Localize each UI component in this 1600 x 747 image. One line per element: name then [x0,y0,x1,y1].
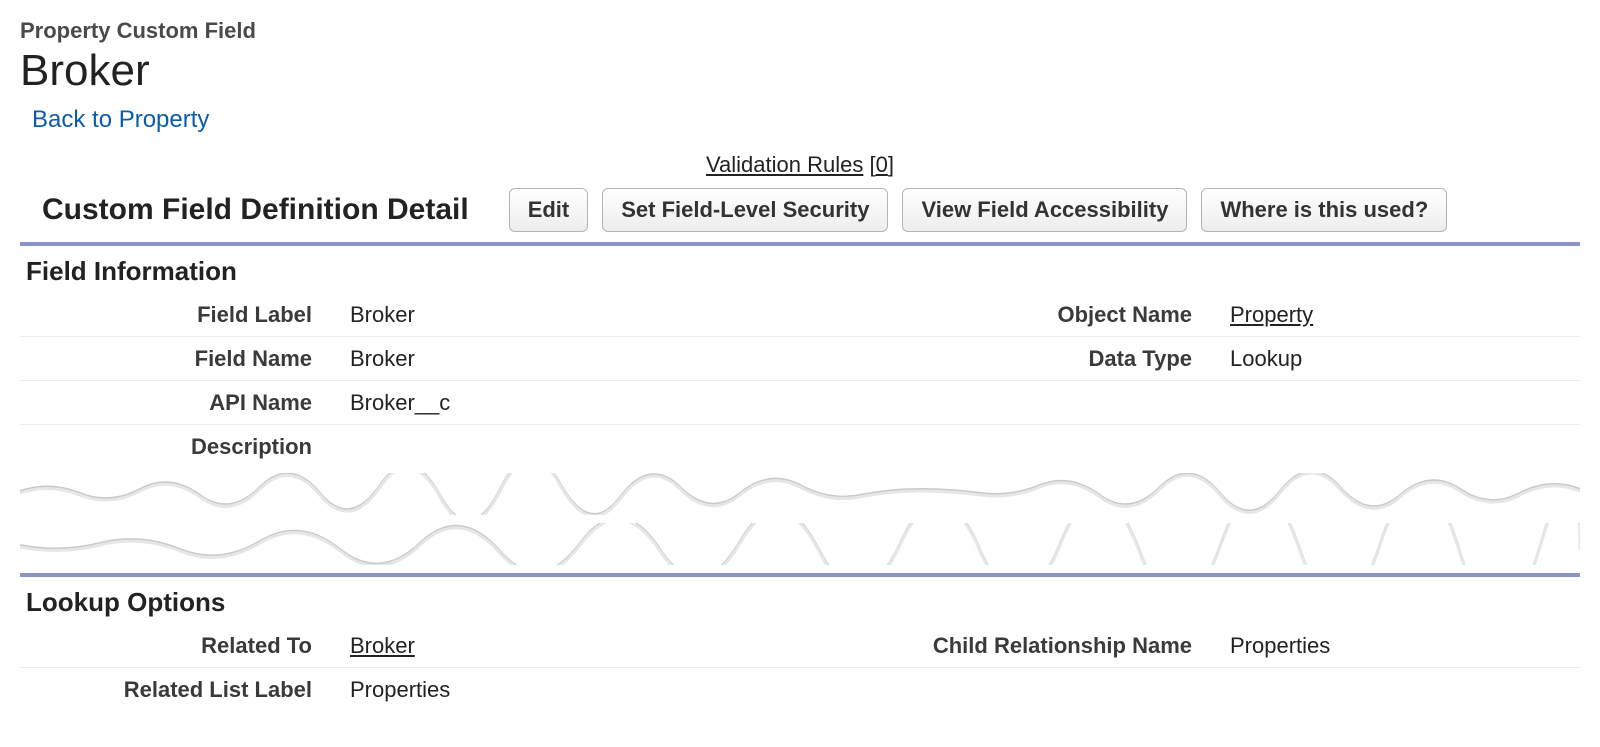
bracket-close: ] [888,152,894,177]
value-data-type: Lookup [1220,346,1580,372]
related-to-link[interactable]: Broker [350,633,415,658]
label-child-relationship-name: Child Relationship Name [900,633,1220,659]
value-api-name: Broker__c [340,390,900,416]
torn-edge-bottom [20,523,1580,565]
related-list-shortcuts: Validation Rules [0] [20,152,1580,178]
detail-heading: Custom Field Definition Detail [42,193,469,227]
value-child-relationship-name: Properties [1220,633,1580,659]
back-to-property-link[interactable]: Back to Property [32,106,209,134]
label-description: Description [20,434,340,460]
field-information-table: Field Label Broker Object Name Property … [20,293,1580,469]
page-subtitle: Property Custom Field [20,18,1580,44]
label-related-list-label: Related List Label [20,677,340,703]
table-row: API Name Broker__c [20,381,1580,425]
validation-rules-link[interactable]: Validation Rules [706,152,863,177]
torn-edge-top [20,473,1580,515]
table-row: Related To Broker Child Relationship Nam… [20,624,1580,668]
table-row: Related List Label Properties [20,668,1580,712]
label-related-to: Related To [20,633,340,659]
object-name-link[interactable]: Property [1230,302,1313,327]
set-field-level-security-button[interactable]: Set Field-Level Security [602,188,888,232]
lookup-options-table: Related To Broker Child Relationship Nam… [20,624,1580,712]
view-field-accessibility-button[interactable]: View Field Accessibility [902,188,1187,232]
table-row: Field Label Broker Object Name Property [20,293,1580,337]
edit-button[interactable]: Edit [509,188,589,232]
value-field-label: Broker [340,302,900,328]
label-field-label: Field Label [20,302,340,328]
button-row: Edit Set Field-Level Security View Field… [509,188,1448,232]
validation-rules-count[interactable]: 0 [876,152,888,177]
value-field-name: Broker [340,346,900,372]
lookup-options-title: Lookup Options [20,577,1580,624]
label-data-type: Data Type [900,346,1220,372]
label-object-name: Object Name [900,302,1220,328]
page-title: Broker [20,46,1580,96]
field-information-title: Field Information [20,246,1580,293]
where-is-this-used-button[interactable]: Where is this used? [1201,188,1447,232]
label-field-name: Field Name [20,346,340,372]
table-row: Field Name Broker Data Type Lookup [20,337,1580,381]
label-api-name: API Name [20,390,340,416]
value-related-list-label: Properties [340,677,900,703]
table-row: Description [20,425,1580,469]
